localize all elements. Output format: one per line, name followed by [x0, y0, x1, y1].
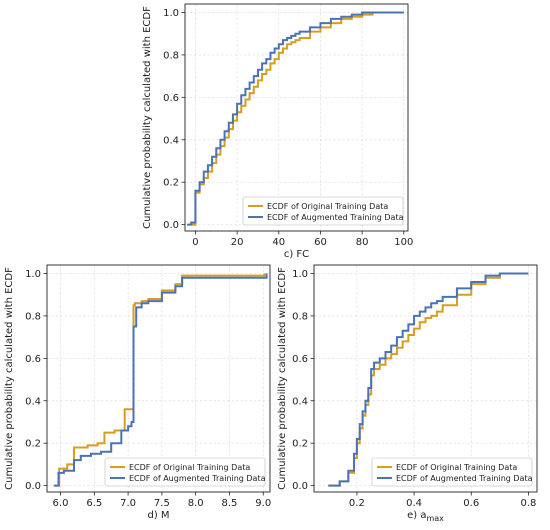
- y-tick-label: 1.0: [25, 269, 41, 280]
- legend-box: [104, 457, 266, 487]
- legend-label-augmented: ECDF of Augmented Training Data: [267, 213, 404, 222]
- x-tick-label: 8.0: [188, 498, 204, 509]
- x-tick-label: 60: [314, 237, 327, 248]
- y-tick-label: 0.8: [163, 50, 179, 61]
- x-tick-label: 0.2: [349, 498, 365, 509]
- y-tick-label: 0.8: [292, 311, 308, 322]
- y-tick-label: 0.6: [163, 93, 179, 104]
- x-tick-label: 0.8: [520, 498, 536, 509]
- x-axis-label: e) amax: [407, 510, 444, 523]
- legend-label-augmented: ECDF of Augmented Training Data: [396, 474, 533, 483]
- legend-label-original: ECDF of Original Training Data: [396, 463, 517, 472]
- legend-box: [242, 196, 404, 226]
- y-axis-label: Cumulative probability calculated with E…: [142, 6, 153, 229]
- y-tick-label: 0.6: [292, 354, 308, 365]
- legend-label-original: ECDF of Original Training Data: [267, 202, 388, 211]
- x-tick-label: 40: [272, 237, 285, 248]
- legend: ECDF of Original Training Data ECDF of Au…: [242, 196, 404, 226]
- panel-amax: 0.2 0.4 0.6 0.8 0.0 0.2 0.4 0.6 0.8 1.0 Cumulative…: [277, 264, 538, 523]
- y-tick-label: 0.4: [163, 135, 179, 146]
- y-tick-label: 1.0: [163, 8, 179, 19]
- series-line-original: [328, 272, 529, 487]
- legend-label-original: ECDF of Original Training Data: [129, 463, 250, 472]
- x-tick-label: 80: [356, 237, 369, 248]
- x-tick-label: 7.0: [120, 498, 136, 509]
- legend-label-augmented: ECDF of Augmented Training Data: [129, 474, 266, 483]
- x-tick-label: 0: [192, 237, 198, 248]
- y-tick-label: 0.0: [163, 220, 179, 231]
- x-tick-label: 0.4: [406, 498, 422, 509]
- y-axis-label: Cumulative probability calculated with E…: [277, 267, 288, 490]
- panel-fc: 0 20 40 60 80 100 0.0 0.2 0.4 0.6 0.8 1.0 Cumulative…: [142, 3, 413, 260]
- y-tick-label: 0.2: [292, 439, 308, 450]
- axes-frame: [313, 264, 538, 493]
- x-tick-label: 0.6: [463, 498, 479, 509]
- y-tick-label: 0.4: [292, 396, 308, 407]
- y-tick-label: 0.0: [292, 481, 308, 492]
- axes-frame: [184, 3, 409, 232]
- y-tick-label: 0.2: [163, 178, 179, 189]
- x-tick-label: 7.5: [154, 498, 170, 509]
- x-axis-label: c) FC: [284, 249, 309, 260]
- axes-frame: [46, 264, 271, 493]
- x-tick-label: 100: [394, 237, 413, 248]
- x-tick-label: 8.5: [222, 498, 238, 509]
- x-axis-label: d) M: [147, 510, 169, 521]
- y-tick-label: 0.2: [25, 439, 41, 450]
- series-line-augmented: [53, 273, 268, 487]
- panel-m: 6.0 6.5 7.0 7.5 8.0 8.5 9.0 0.0 0.2 0.4 0.6 0.8 1.0 C…: [4, 264, 271, 521]
- series-line-original: [55, 273, 266, 487]
- series-line-augmented: [328, 272, 529, 487]
- x-tick-label: 6.0: [53, 498, 69, 509]
- y-tick-label: 1.0: [292, 269, 308, 280]
- y-axis-label: Cumulative probability calculated with E…: [4, 267, 15, 490]
- legend: ECDF of Original Training Data ECDF of Au…: [104, 457, 266, 487]
- y-tick-label: 0.8: [25, 311, 41, 322]
- x-tick-label: 20: [231, 237, 244, 248]
- y-tick-label: 0.0: [25, 481, 41, 492]
- x-tick-label: 6.5: [86, 498, 102, 509]
- legend-box: [371, 457, 533, 487]
- y-tick-label: 0.4: [25, 396, 41, 407]
- series-line-original: [191, 11, 404, 226]
- y-tick-label: 0.6: [25, 354, 41, 365]
- x-tick-label: 9.0: [255, 498, 271, 509]
- series-line-augmented: [187, 11, 404, 226]
- legend: ECDF of Original Training Data ECDF of Au…: [371, 457, 533, 487]
